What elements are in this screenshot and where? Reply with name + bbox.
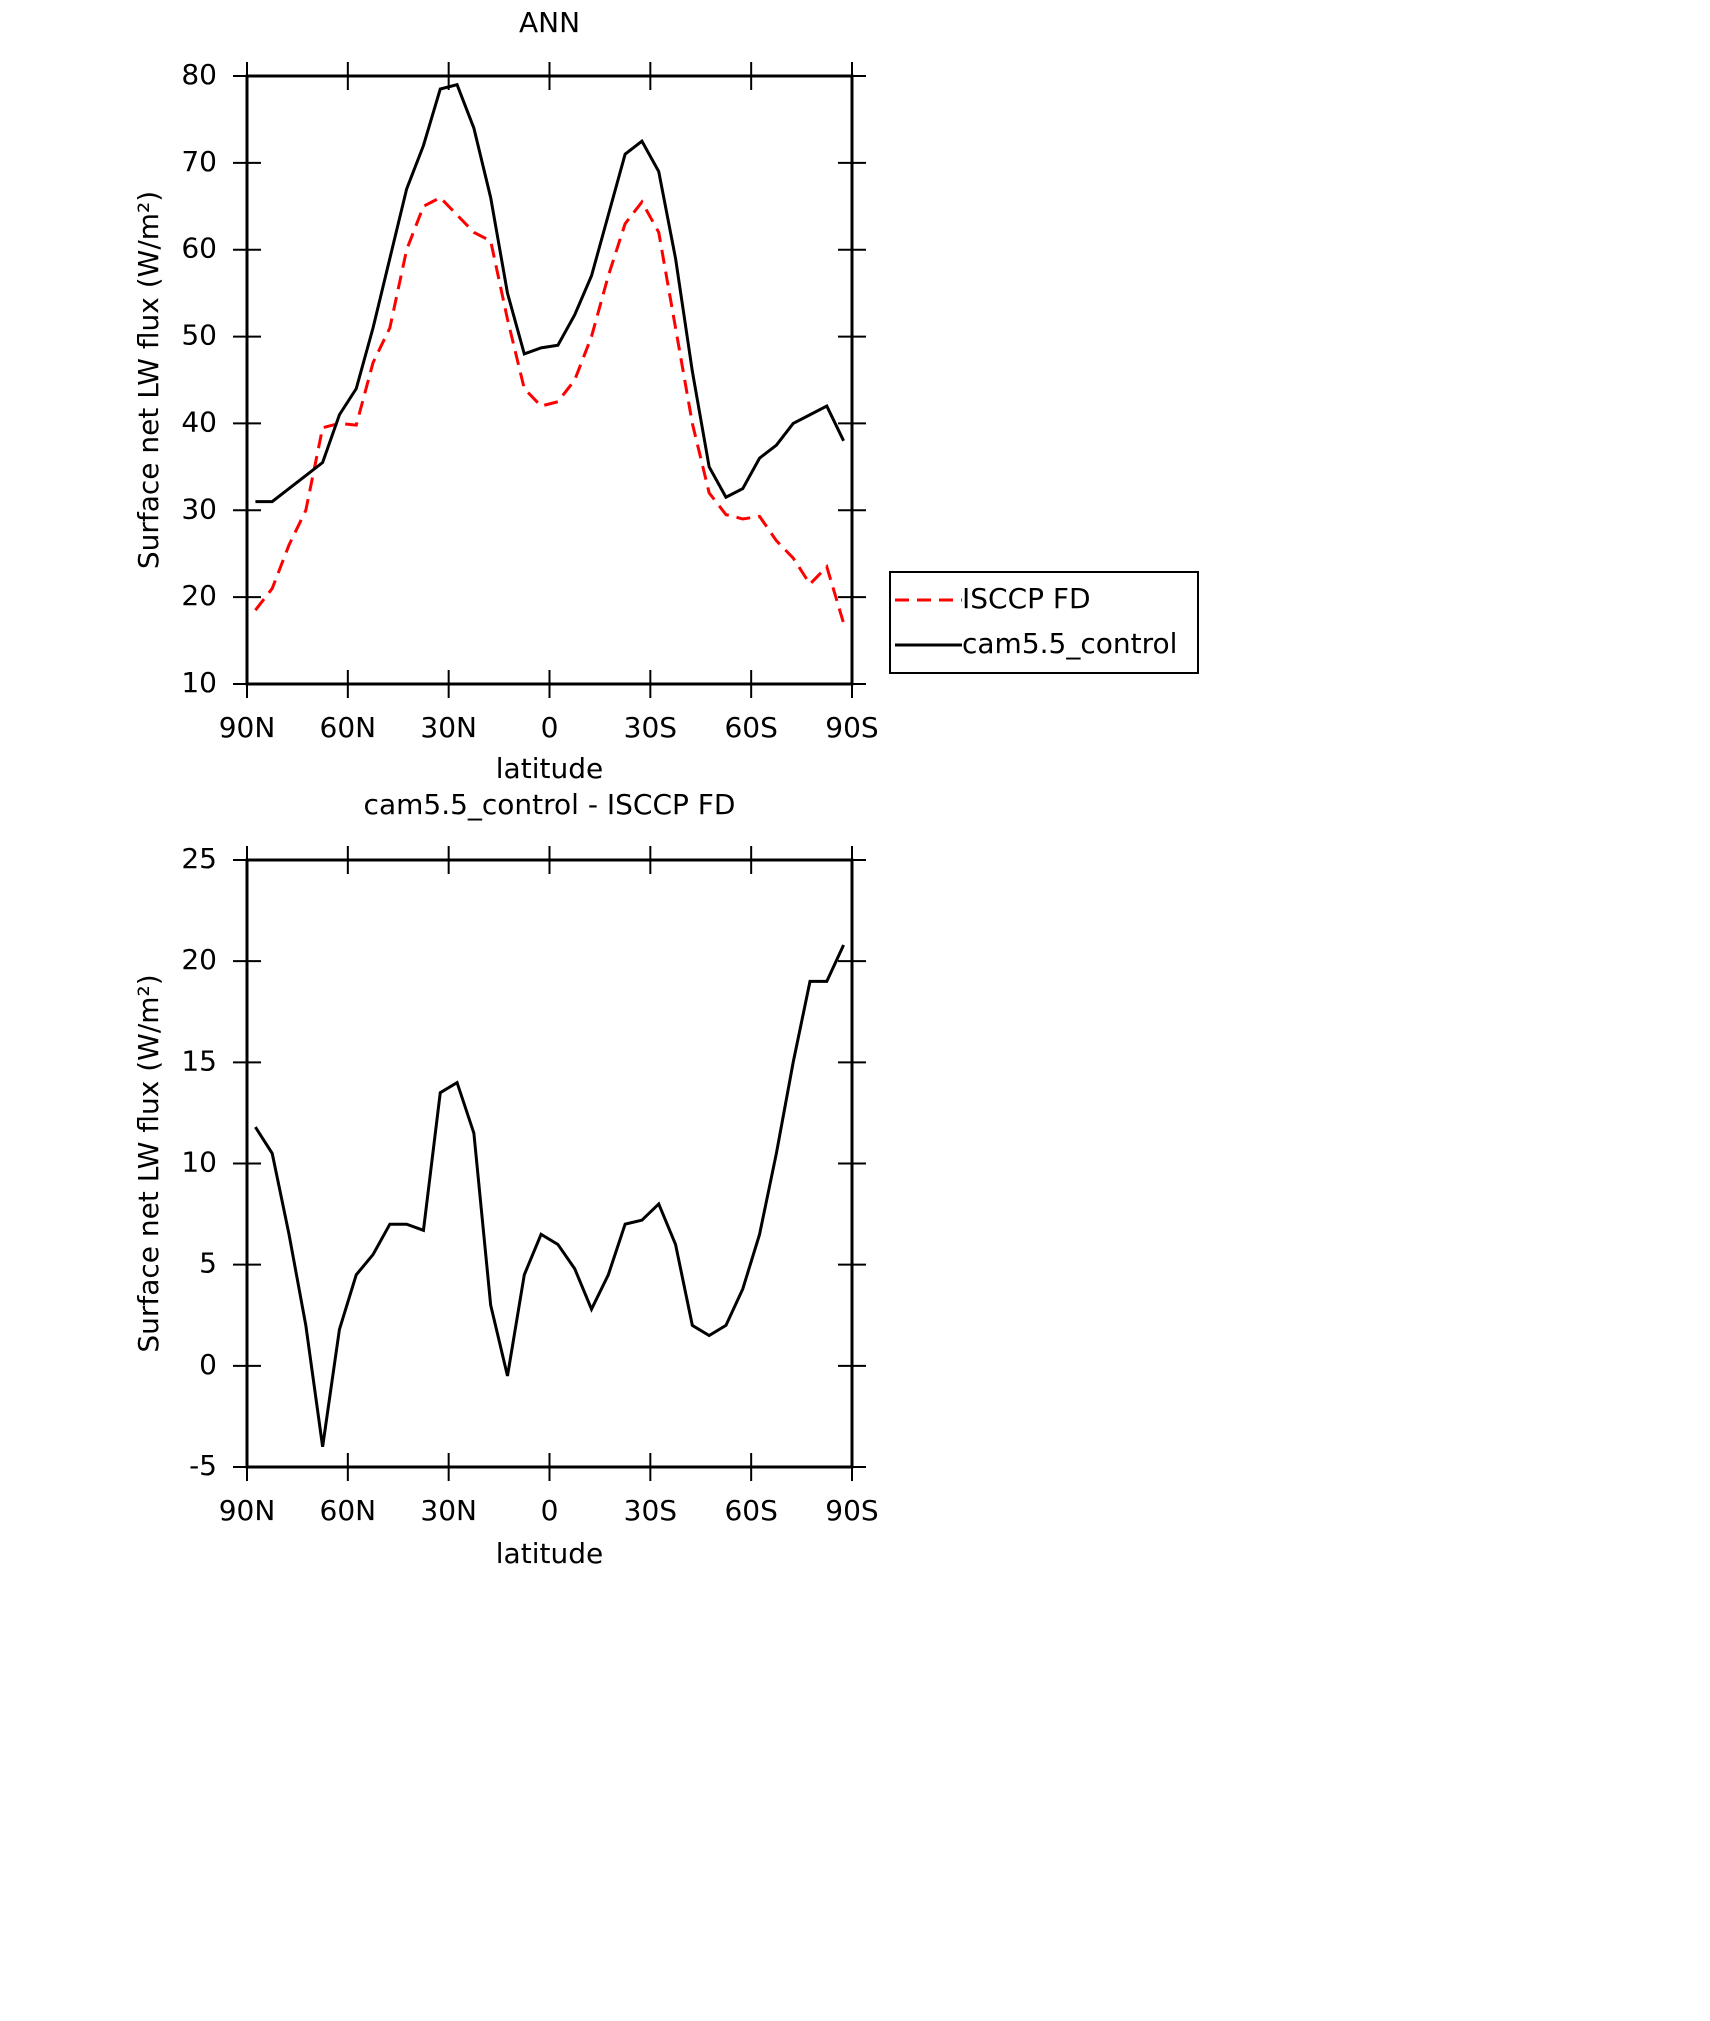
x-tick-label: 90S <box>825 1494 878 1527</box>
x-tick-label: 30N <box>420 1494 477 1527</box>
y-tick-label: 20 <box>181 579 217 612</box>
legend-label: cam5.5_control <box>962 627 1177 660</box>
y-tick-label: 5 <box>199 1247 217 1280</box>
x-tick-label: 30S <box>624 1494 677 1527</box>
x-tick-label: 90N <box>219 711 276 744</box>
x-tick-label: 30S <box>624 711 677 744</box>
series-line <box>254 195 846 624</box>
y-tick-label: 30 <box>181 492 217 525</box>
x-tick-label: 60S <box>724 1494 777 1527</box>
x-tick-label: 0 <box>541 711 559 744</box>
series-line <box>254 944 845 1447</box>
x-axis-label: latitude <box>496 1537 603 1570</box>
y-tick-label: 60 <box>181 232 217 265</box>
y-tick-label: 70 <box>181 145 217 178</box>
plot-frame <box>245 858 854 1469</box>
x-tick-label: 60S <box>724 711 777 744</box>
y-axis-label: Surface net LW flux (W/m²) <box>132 191 165 569</box>
y-tick-label: 10 <box>181 666 217 699</box>
y-tick-label: 15 <box>181 1044 217 1077</box>
legend-box <box>889 571 1199 674</box>
x-axis-label: latitude <box>496 752 603 785</box>
x-tick-label: 90S <box>825 711 878 744</box>
x-tick-label: 60N <box>320 1494 377 1527</box>
series-line <box>255 82 845 504</box>
y-tick-label: 10 <box>181 1146 217 1179</box>
y-tick-label: 0 <box>199 1348 217 1381</box>
x-tick-label: 30N <box>420 711 477 744</box>
x-tick-label: 0 <box>541 1494 559 1527</box>
y-tick-label: 25 <box>181 842 217 875</box>
y-tick-label: 40 <box>181 405 217 438</box>
plot-frame <box>245 74 854 686</box>
y-tick-label: 20 <box>181 943 217 976</box>
y-tick-label: 80 <box>181 58 217 91</box>
y-tick-label: -5 <box>189 1449 217 1482</box>
chart-title: ANN <box>519 6 580 39</box>
legend-label: ISCCP FD <box>962 582 1091 615</box>
chart-title: cam5.5_control - ISCCP FD <box>364 788 736 821</box>
y-axis-label: Surface net LW flux (W/m²) <box>132 974 165 1352</box>
x-tick-label: 60N <box>320 711 377 744</box>
y-tick-label: 50 <box>181 319 217 352</box>
x-tick-label: 90N <box>219 1494 276 1527</box>
